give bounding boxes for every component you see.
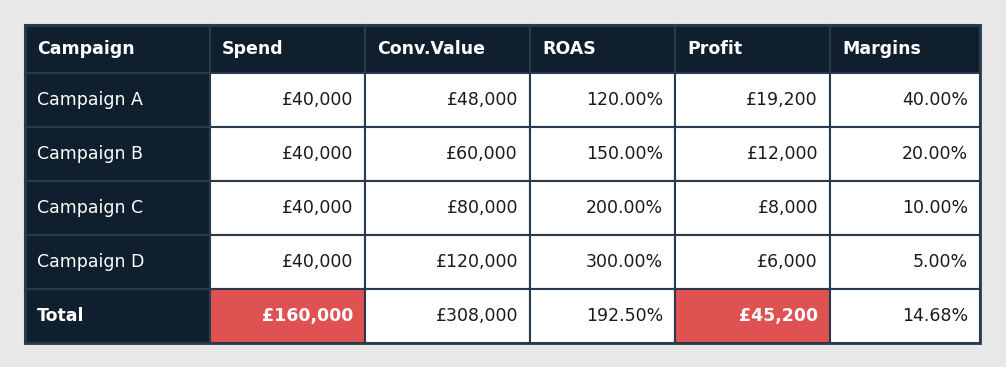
Bar [365,181,530,235]
Text: Total: Total [37,307,85,325]
Text: 14.68%: 14.68% [901,307,968,325]
Bar [210,235,365,289]
Text: 150.00%: 150.00% [585,145,663,163]
Bar [210,25,365,73]
Text: Conv.Value: Conv.Value [377,40,485,58]
Bar [830,25,980,73]
Bar [530,235,675,289]
Text: Campaign A: Campaign A [37,91,143,109]
Bar [530,73,675,127]
Text: £40,000: £40,000 [282,91,353,109]
Bar [530,181,675,235]
Text: £40,000: £40,000 [282,145,353,163]
Bar [675,127,830,181]
Bar [675,235,830,289]
Text: 10.00%: 10.00% [901,199,968,217]
Bar [530,289,675,343]
Text: £160,000: £160,000 [262,307,353,325]
Text: Campaign C: Campaign C [37,199,143,217]
Bar [675,25,830,73]
Text: £6,000: £6,000 [758,253,818,271]
Text: Spend: Spend [222,40,284,58]
Bar [365,235,530,289]
Bar [830,181,980,235]
Bar [830,73,980,127]
Bar [365,73,530,127]
Bar [210,127,365,181]
Text: 20.00%: 20.00% [901,145,968,163]
Text: £19,200: £19,200 [746,91,818,109]
Text: £308,000: £308,000 [436,307,518,325]
Text: £120,000: £120,000 [436,253,518,271]
Text: 5.00%: 5.00% [912,253,968,271]
Text: £12,000: £12,000 [746,145,818,163]
Bar [530,127,675,181]
Text: 192.50%: 192.50% [585,307,663,325]
Text: £40,000: £40,000 [282,253,353,271]
Bar [365,25,530,73]
Text: Campaign B: Campaign B [37,145,143,163]
Text: Campaign D: Campaign D [37,253,145,271]
Text: 300.00%: 300.00% [585,253,663,271]
Text: £40,000: £40,000 [282,199,353,217]
Bar [25,127,210,181]
Text: 40.00%: 40.00% [902,91,968,109]
Text: £45,200: £45,200 [738,307,818,325]
Bar [25,289,210,343]
Bar [675,181,830,235]
Bar [530,25,675,73]
Bar [210,289,365,343]
Bar [675,73,830,127]
Bar [25,25,980,343]
Text: £48,000: £48,000 [447,91,518,109]
Bar [25,73,210,127]
Bar [25,181,210,235]
Bar [675,289,830,343]
Bar [25,235,210,289]
Bar [365,289,530,343]
Text: ROAS: ROAS [542,40,596,58]
Text: Campaign: Campaign [37,40,135,58]
Text: 200.00%: 200.00% [585,199,663,217]
Bar [830,235,980,289]
Text: £60,000: £60,000 [447,145,518,163]
Bar [210,73,365,127]
Bar [210,181,365,235]
Text: £8,000: £8,000 [758,199,818,217]
Text: Profit: Profit [687,40,742,58]
Bar [830,289,980,343]
Text: Margins: Margins [842,40,920,58]
Text: £80,000: £80,000 [447,199,518,217]
Bar [365,127,530,181]
Bar [25,25,210,73]
Bar [830,127,980,181]
Text: 120.00%: 120.00% [585,91,663,109]
